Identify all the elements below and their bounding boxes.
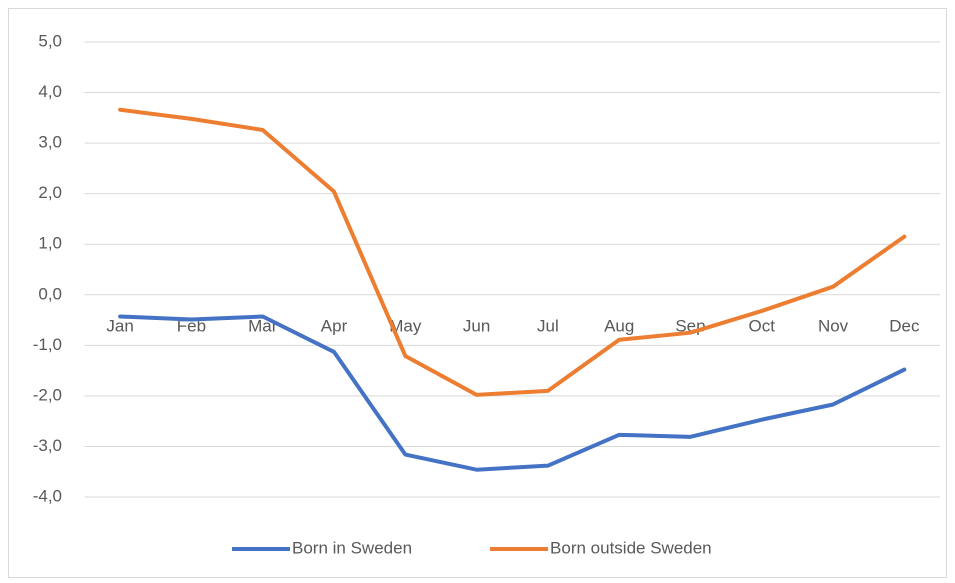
x-tick-label: Jan bbox=[106, 316, 133, 335]
y-tick-label: 3,0 bbox=[38, 133, 62, 152]
y-tick-label: -3,0 bbox=[33, 436, 62, 455]
series-line bbox=[118, 107, 907, 397]
y-tick-label: -1,0 bbox=[33, 335, 62, 354]
x-tick-label: May bbox=[389, 316, 422, 335]
x-tick-label: Dec bbox=[889, 316, 920, 335]
chart-frame bbox=[8, 8, 947, 578]
y-tick-label: 2,0 bbox=[38, 183, 62, 202]
series-line bbox=[118, 314, 907, 472]
x-tick-label: Jul bbox=[537, 316, 559, 335]
x-tick-label: Mar bbox=[248, 316, 278, 335]
y-tick-label: 1,0 bbox=[38, 234, 62, 253]
x-tick-label: Oct bbox=[749, 316, 776, 335]
legend-label: Born in Sweden bbox=[292, 538, 412, 557]
y-tick-label: 4,0 bbox=[38, 82, 62, 101]
y-tick-label: -4,0 bbox=[33, 486, 62, 505]
x-tick-label: Nov bbox=[818, 316, 849, 335]
y-tick-label: 5,0 bbox=[38, 31, 62, 50]
y-tick-label: -2,0 bbox=[33, 385, 62, 404]
legend-label: Born outside Sweden bbox=[550, 538, 712, 557]
x-tick-label: Jun bbox=[463, 316, 490, 335]
x-tick-label: Apr bbox=[321, 316, 348, 335]
x-tick-label: Aug bbox=[604, 316, 634, 335]
y-tick-label: 0,0 bbox=[38, 284, 62, 303]
